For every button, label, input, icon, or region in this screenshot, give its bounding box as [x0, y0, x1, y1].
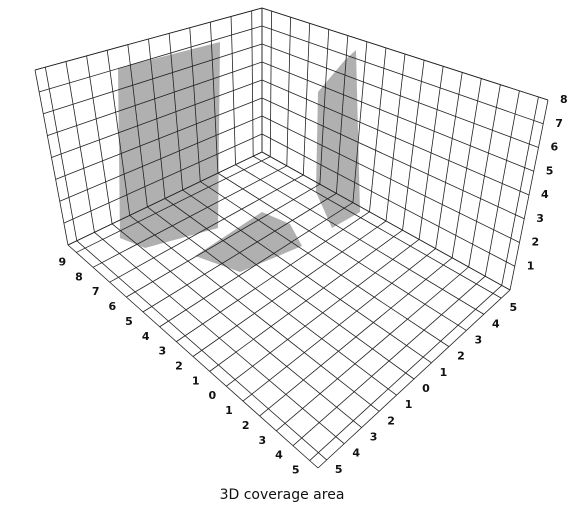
- grid: [34, 7, 549, 469]
- chart-title: 3D coverage area: [220, 487, 345, 503]
- y-tick-label: 4: [492, 317, 500, 330]
- grid-line: [43, 43, 263, 115]
- grid-line: [200, 181, 450, 347]
- z-tick-label: 4: [541, 188, 549, 201]
- z-tick-label: 1: [527, 259, 535, 272]
- y-tick-label: 2: [457, 350, 465, 363]
- floor-shadow: [195, 212, 302, 272]
- grid-line: [252, 155, 502, 299]
- x-tick-label: 5: [125, 315, 133, 328]
- z-tick-label: 3: [536, 212, 544, 225]
- x-tick-label: 4: [275, 449, 283, 462]
- grid-line: [235, 164, 485, 315]
- grid-line: [67, 151, 263, 246]
- x-tick-label: 7: [92, 285, 100, 298]
- grid-line: [261, 151, 511, 291]
- wall-shadow: [316, 50, 360, 228]
- grid-line: [261, 79, 530, 196]
- x-tick-label: 5: [292, 464, 300, 477]
- grid-line: [261, 43, 539, 148]
- grid-line: [261, 7, 549, 101]
- y-tick-label: 4: [352, 447, 360, 460]
- y-tick-label: 3: [475, 333, 483, 346]
- grid-line: [63, 133, 263, 224]
- z-tick-label: 6: [551, 141, 559, 154]
- x-tick-label: 0: [209, 389, 217, 402]
- grid-line: [111, 223, 362, 428]
- grid-line: [67, 244, 319, 469]
- grid-line: [147, 206, 397, 396]
- x-tick-label: 1: [192, 374, 200, 387]
- y-tick-label: 5: [335, 463, 343, 476]
- grid-line: [51, 79, 263, 158]
- y-tick-label: 3: [370, 431, 378, 444]
- grid-line: [59, 115, 263, 202]
- grid-line: [39, 25, 263, 93]
- grid-line: [261, 133, 515, 267]
- x-tick-label: 3: [259, 434, 267, 447]
- y-tick-label: 1: [405, 398, 413, 411]
- x-tick-label: 2: [242, 419, 250, 432]
- grid-line: [47, 61, 263, 137]
- x-tick-label: 8: [75, 270, 83, 283]
- x-tick-label: 4: [142, 330, 150, 343]
- x-tick-label: 9: [59, 255, 67, 268]
- grid-line: [55, 97, 263, 180]
- x-tick-label: 1: [225, 404, 233, 417]
- grid-line: [261, 61, 534, 172]
- x-tick-label: 6: [109, 300, 117, 313]
- y-tick-label: 0: [422, 382, 430, 395]
- grid-line: [94, 232, 345, 445]
- grid-line: [217, 172, 467, 331]
- grid-line: [261, 97, 525, 220]
- z-tick-label: 8: [560, 93, 568, 106]
- grid-line: [182, 189, 432, 364]
- wall-shadow: [118, 42, 220, 248]
- y-tick-label: 5: [509, 301, 517, 314]
- x-tick-label: 2: [175, 360, 183, 373]
- z-tick-label: 7: [555, 117, 563, 130]
- y-tick-label: 1: [440, 366, 448, 379]
- grid-line: [164, 198, 415, 380]
- z-tick-label: 2: [532, 236, 540, 249]
- y-tick-label: 2: [387, 414, 395, 427]
- z-tick-label: 5: [546, 164, 554, 177]
- grid-line: [129, 215, 380, 412]
- grid-line: [34, 7, 263, 71]
- x-tick-label: 3: [159, 345, 167, 358]
- grid-line: [261, 115, 520, 243]
- grid-line: [76, 240, 327, 461]
- grid-line: [261, 25, 544, 125]
